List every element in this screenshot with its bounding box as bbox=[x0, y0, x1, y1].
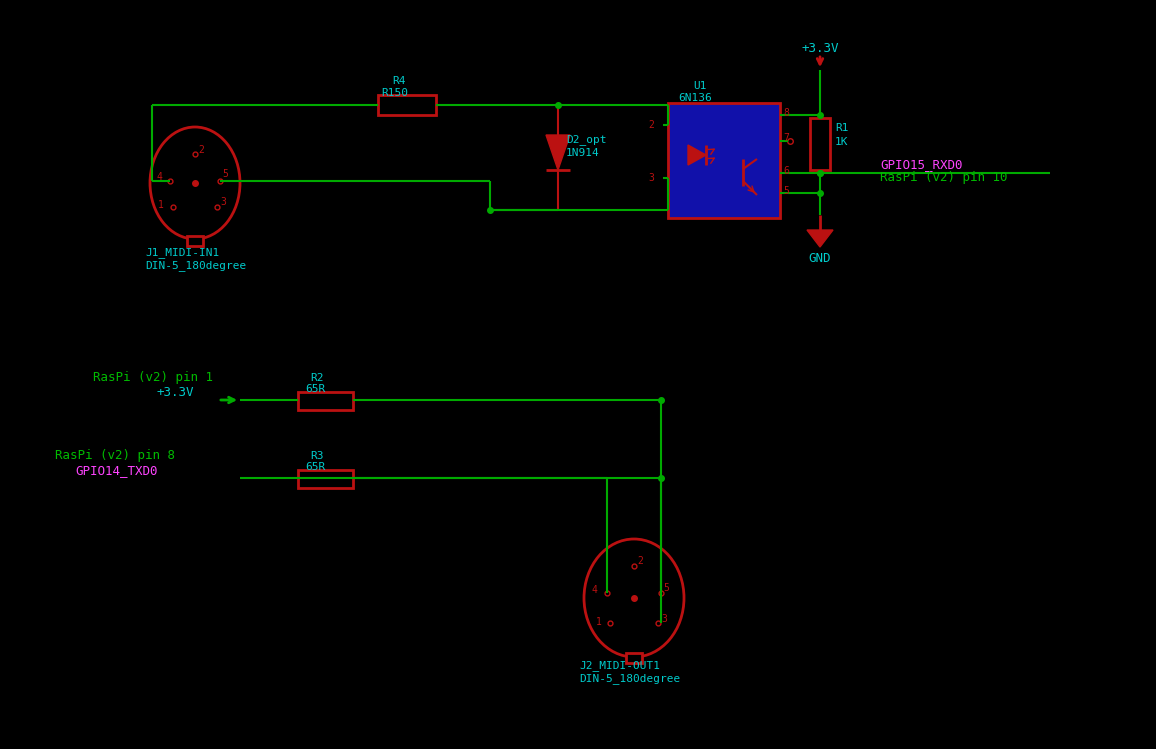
Polygon shape bbox=[688, 145, 706, 165]
Text: 3: 3 bbox=[649, 173, 654, 183]
Text: J1_MIDI-IN1: J1_MIDI-IN1 bbox=[144, 248, 220, 258]
Text: 6N136: 6N136 bbox=[679, 93, 712, 103]
Text: GPIO15_RXD0: GPIO15_RXD0 bbox=[880, 159, 963, 172]
Text: 5: 5 bbox=[783, 186, 788, 196]
Text: 2: 2 bbox=[637, 556, 643, 566]
Text: 1K: 1K bbox=[835, 137, 849, 147]
Text: J2_MIDI-OUT1: J2_MIDI-OUT1 bbox=[579, 661, 660, 671]
Text: 6: 6 bbox=[783, 166, 788, 176]
Bar bbox=[187, 236, 203, 246]
Text: U1: U1 bbox=[692, 81, 706, 91]
Bar bbox=[668, 103, 780, 218]
Bar bbox=[810, 118, 830, 170]
Bar bbox=[627, 653, 642, 663]
Text: 3: 3 bbox=[220, 197, 225, 207]
Text: R150: R150 bbox=[381, 88, 408, 98]
Text: R1: R1 bbox=[835, 123, 849, 133]
Bar bbox=[378, 95, 436, 115]
Text: R4: R4 bbox=[392, 76, 406, 86]
Text: 4: 4 bbox=[157, 172, 163, 182]
Text: 8: 8 bbox=[783, 108, 788, 118]
Text: RasPi (v2) pin 1: RasPi (v2) pin 1 bbox=[92, 372, 213, 384]
Text: 65R: 65R bbox=[305, 462, 325, 472]
Text: R2: R2 bbox=[310, 373, 324, 383]
Polygon shape bbox=[807, 230, 833, 247]
Text: DIN-5_180degree: DIN-5_180degree bbox=[579, 673, 680, 685]
Text: 1: 1 bbox=[158, 200, 164, 210]
Text: RasPi (v2) pin 10: RasPi (v2) pin 10 bbox=[880, 172, 1008, 184]
Bar bbox=[298, 470, 353, 488]
Text: GND: GND bbox=[808, 252, 830, 264]
Text: 3: 3 bbox=[661, 614, 667, 624]
Text: +3.3V: +3.3V bbox=[802, 43, 839, 55]
Text: 2: 2 bbox=[649, 120, 654, 130]
Text: 1: 1 bbox=[596, 617, 602, 627]
Text: 2: 2 bbox=[198, 145, 203, 155]
Text: 4: 4 bbox=[592, 585, 598, 595]
Text: 5: 5 bbox=[222, 169, 228, 179]
Text: DIN-5_180degree: DIN-5_180degree bbox=[144, 261, 246, 271]
Text: GPIO14_TXD0: GPIO14_TXD0 bbox=[75, 464, 157, 478]
Text: RasPi (v2) pin 8: RasPi (v2) pin 8 bbox=[55, 449, 175, 462]
Text: D2_opt: D2_opt bbox=[566, 135, 607, 145]
Text: 1N914: 1N914 bbox=[566, 148, 600, 158]
Text: 5: 5 bbox=[664, 583, 669, 593]
Polygon shape bbox=[546, 135, 570, 170]
Bar bbox=[298, 392, 353, 410]
Text: +3.3V: +3.3V bbox=[157, 386, 194, 399]
Text: 7: 7 bbox=[783, 133, 788, 143]
Text: R3: R3 bbox=[310, 451, 324, 461]
Text: 65R: 65R bbox=[305, 384, 325, 394]
